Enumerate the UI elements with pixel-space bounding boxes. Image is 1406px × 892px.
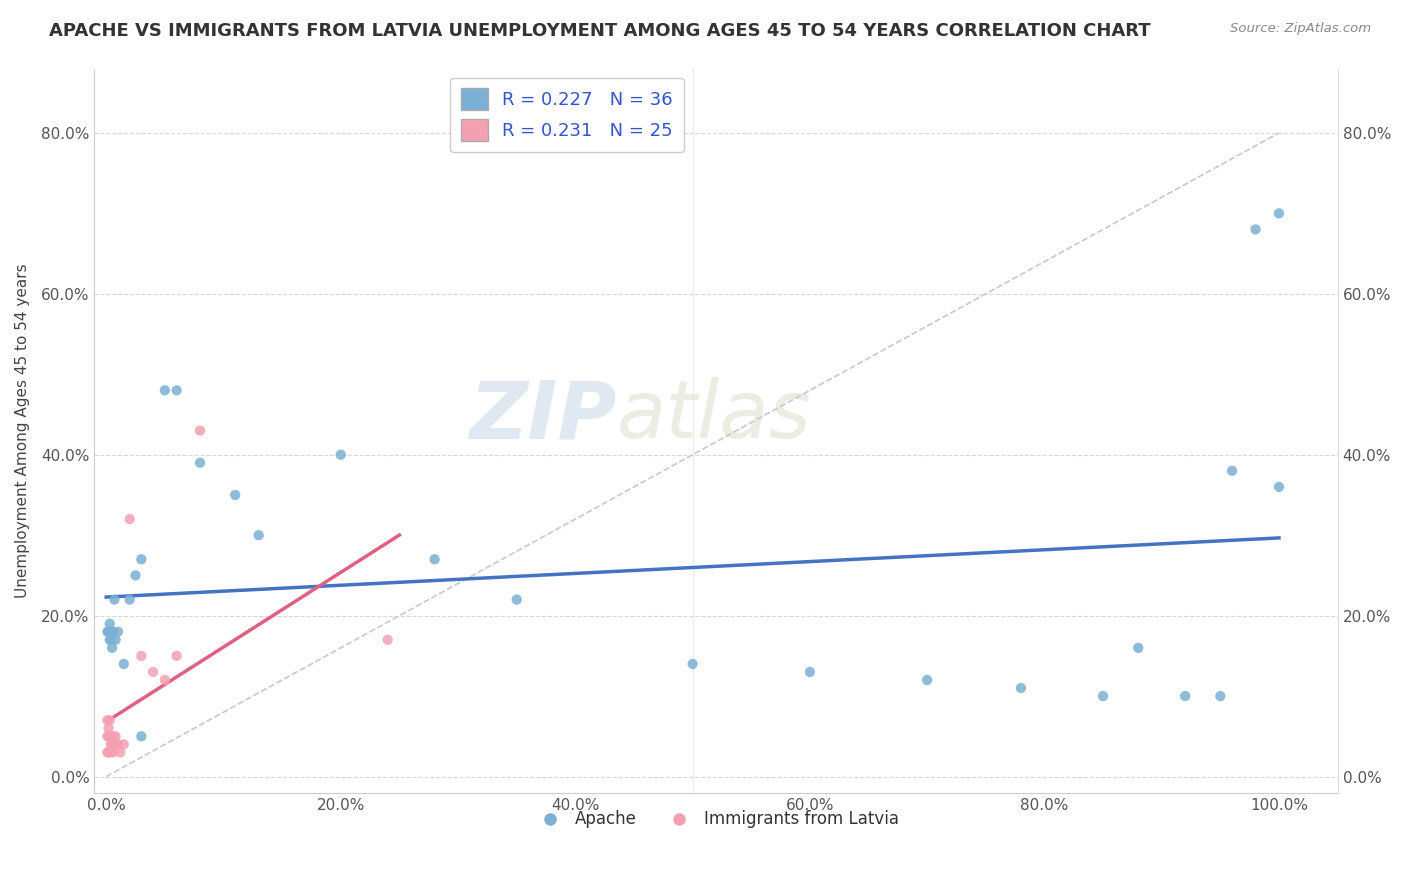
Point [112, 657, 135, 671]
Point [1092, 689, 1115, 703]
Point [103, 592, 125, 607]
Point [166, 384, 188, 398]
Point [153, 673, 176, 687]
Point [377, 632, 399, 647]
Point [505, 592, 527, 607]
Point [112, 738, 135, 752]
Point [103, 746, 125, 760]
Point [1268, 206, 1291, 220]
Point [682, 657, 704, 671]
Point [188, 424, 211, 438]
Point [98, 616, 121, 631]
Point [153, 384, 176, 398]
Point [103, 738, 125, 752]
Point [1010, 681, 1032, 695]
Point [107, 738, 129, 752]
Point [166, 648, 188, 663]
Point [131, 552, 153, 566]
Point [142, 665, 165, 679]
Point [98, 729, 121, 743]
Point [96, 624, 118, 639]
Point [96, 713, 118, 727]
Point [131, 648, 153, 663]
Point [98, 746, 121, 760]
Point [799, 665, 821, 679]
Point [329, 448, 352, 462]
Point [96, 746, 118, 760]
Point [101, 624, 124, 639]
Point [1209, 689, 1232, 703]
Point [104, 729, 127, 743]
Point [101, 640, 124, 655]
Point [103, 624, 125, 639]
Point [118, 512, 141, 526]
Point [915, 673, 938, 687]
Point [1128, 640, 1150, 655]
Text: ZIP: ZIP [470, 377, 617, 455]
Legend: Apache, Immigrants from Latvia: Apache, Immigrants from Latvia [527, 804, 905, 835]
Point [101, 738, 124, 752]
Point [188, 456, 211, 470]
Point [124, 568, 146, 582]
Point [100, 632, 122, 647]
Point [98, 713, 121, 727]
Point [247, 528, 270, 542]
Point [96, 729, 118, 743]
Point [98, 632, 121, 647]
Point [100, 738, 122, 752]
Point [97, 624, 120, 639]
Point [118, 592, 141, 607]
Text: APACHE VS IMMIGRANTS FROM LATVIA UNEMPLOYMENT AMONG AGES 45 TO 54 YEARS CORRELAT: APACHE VS IMMIGRANTS FROM LATVIA UNEMPLO… [49, 22, 1152, 40]
Point [1220, 464, 1243, 478]
Point [224, 488, 246, 502]
Point [97, 721, 120, 735]
Point [103, 729, 125, 743]
Point [110, 746, 132, 760]
Point [107, 624, 129, 639]
Y-axis label: Unemployment Among Ages 45 to 54 years: Unemployment Among Ages 45 to 54 years [15, 263, 30, 598]
Point [97, 729, 120, 743]
Point [423, 552, 446, 566]
Point [104, 632, 127, 647]
Point [1268, 480, 1291, 494]
Point [131, 729, 153, 743]
Point [97, 746, 120, 760]
Point [1174, 689, 1197, 703]
Point [1244, 222, 1267, 236]
Text: Source: ZipAtlas.com: Source: ZipAtlas.com [1230, 22, 1371, 36]
Text: atlas: atlas [617, 377, 811, 455]
